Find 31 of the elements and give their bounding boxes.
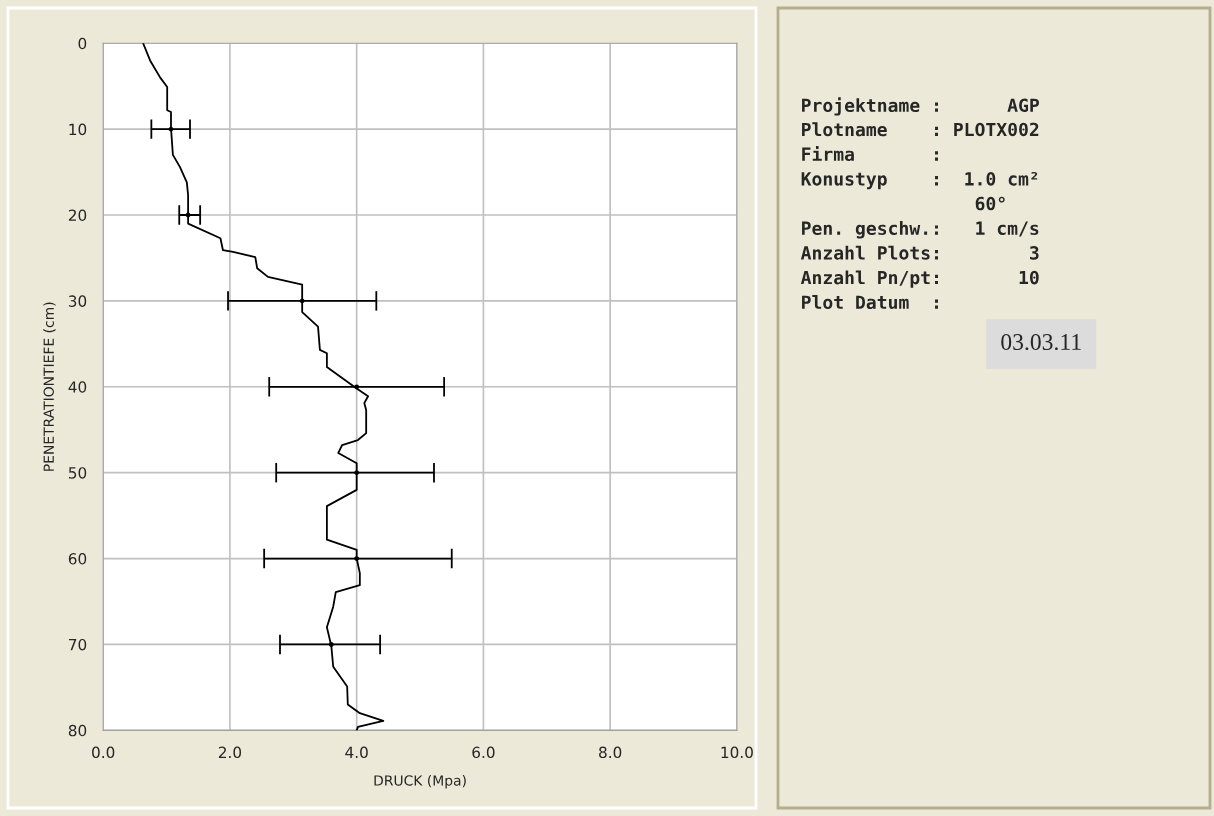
text: 03.03.11 — [1001, 334, 1081, 351]
point — [354, 470, 360, 476]
x-tick-label: 4.0 — [345, 746, 368, 759]
x-tick-label: 10.0 — [721, 746, 753, 759]
y-tick-label: 70 — [69, 638, 87, 651]
point — [354, 384, 360, 390]
x-tick-label: 0.0 — [92, 746, 115, 759]
x-axis-title: DRUCK (Mpa) — [374, 774, 466, 789]
y-axis-title: PENETRATIONTIEFE (cm) — [43, 302, 56, 471]
text: Firma : — [802, 146, 938, 161]
y-tick-label: 0 — [78, 37, 87, 50]
point — [328, 642, 334, 647]
point — [354, 556, 360, 561]
text: 60° — [975, 196, 1005, 211]
y-tick-label: 60 — [68, 553, 87, 565]
x-tick-label: 2.0 — [218, 746, 242, 759]
text: Projektname : AGP — [802, 97, 1040, 116]
x-tick-label: 8.0 — [599, 746, 622, 759]
y-tick-label: 80 — [68, 724, 87, 737]
y-tick-label: 40 — [68, 381, 87, 393]
text: Anzahl Plots: 3 — [800, 245, 1039, 260]
text: Anzahl Pn/pt: 10 — [800, 270, 1039, 288]
y-tick-label: 30 — [68, 295, 87, 307]
text: Plotname : PLOTX002 — [802, 122, 1039, 137]
y-tick-label: 50 — [68, 467, 87, 479]
text: Plot Datum : — [802, 295, 938, 310]
x-tick-label: 6.0 — [472, 746, 495, 759]
y-tick-label: 20 — [68, 209, 87, 222]
text: Pen. geschw.: 1 cm/s — [802, 221, 1039, 239]
text: Konustyp : 1.0 cm² — [801, 172, 1038, 190]
y-tick-label: 10 — [69, 123, 87, 136]
